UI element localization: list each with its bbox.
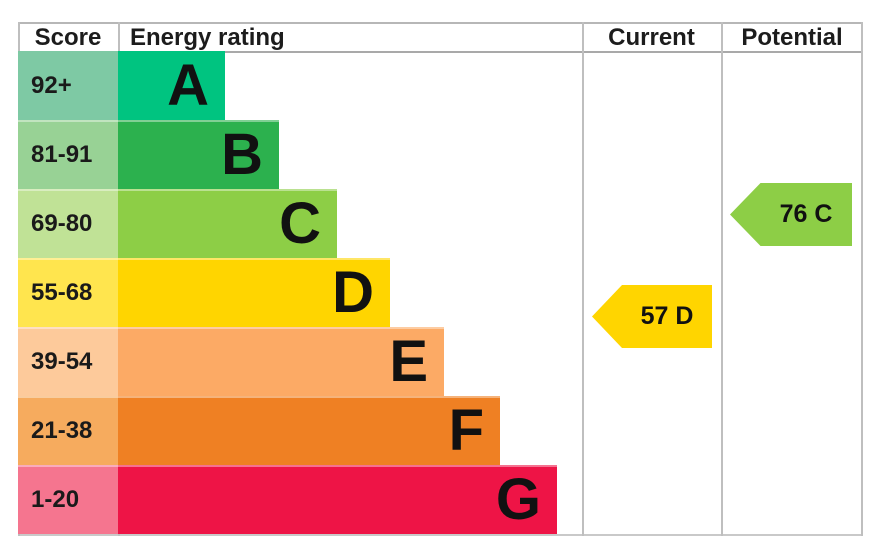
band-letter: C <box>279 190 321 256</box>
energy-rating-bar: E <box>118 327 444 396</box>
score-column-header: Score <box>34 23 102 51</box>
energy-rating-bar: B <box>118 120 279 189</box>
header-underline <box>18 51 863 53</box>
energy-rating-bar: A <box>118 51 225 120</box>
band-row: 69-80 C <box>18 189 863 258</box>
band-row: 81-91 B <box>18 120 863 189</box>
band-letter: F <box>448 397 484 463</box>
energy-rating-bar: F <box>118 396 500 465</box>
band-row: 21-38 F <box>18 396 863 465</box>
rating-current-divider <box>582 22 584 536</box>
table-top-border <box>18 22 863 24</box>
band-letter: D <box>332 259 374 325</box>
score-range-cell: 55-68 <box>18 258 118 327</box>
score-range-cell: 21-38 <box>18 396 118 465</box>
score-range-cell: 39-54 <box>18 327 118 396</box>
score-range-cell: 81-91 <box>18 120 118 189</box>
energy-rating-bar: C <box>118 189 337 258</box>
energy-rating-bar: D <box>118 258 390 327</box>
table-bottom-border <box>18 534 863 536</box>
energy-rating-column-header: Energy rating <box>130 23 285 51</box>
score-range-cell: 69-80 <box>18 189 118 258</box>
current-potential-divider <box>721 22 723 536</box>
table-right-border <box>861 22 863 536</box>
band-rows: 92+ A 81-91 B 69-80 C 55-68 D 39-54 E 21… <box>18 51 863 534</box>
header-row: Score Energy rating Current Potential <box>18 24 863 51</box>
band-letter: E <box>389 328 428 394</box>
score-range-cell: 1-20 <box>18 465 118 534</box>
band-letter: G <box>495 466 541 532</box>
band-letter: B <box>221 121 263 187</box>
current-column-header: Current <box>608 23 695 51</box>
band-row: 1-20 G <box>18 465 863 534</box>
band-row: 39-54 E <box>18 327 863 396</box>
potential-column-header: Potential <box>741 23 843 51</box>
epc-table: Score Energy rating Current Potential 92… <box>18 22 863 536</box>
score-range-cell: 92+ <box>18 51 118 120</box>
current-rating-arrow: 57 D <box>592 285 712 348</box>
potential-rating-label: 76 C <box>779 200 833 228</box>
band-letter: A <box>167 52 209 118</box>
energy-rating-bar: G <box>118 465 557 534</box>
current-rating-label: 57 D <box>640 302 694 330</box>
band-row: 92+ A <box>18 51 863 120</box>
band-row: 55-68 D <box>18 258 863 327</box>
